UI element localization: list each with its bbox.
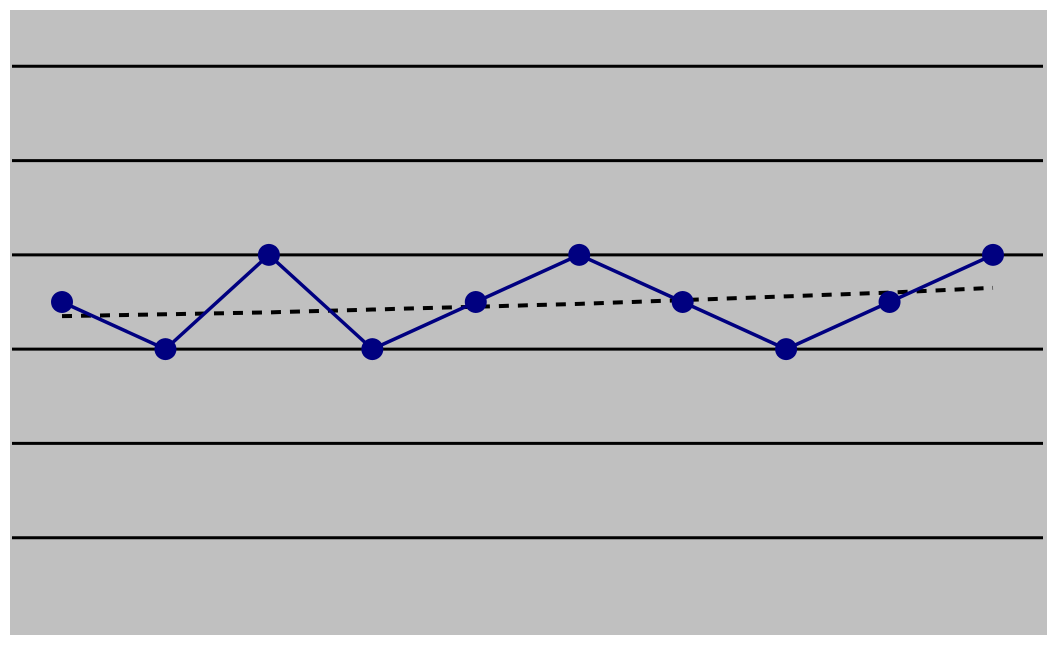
data-point-10 — [982, 243, 1004, 266]
series-layer — [61, 253, 994, 351]
marker-layer — [51, 243, 1004, 361]
series-line — [61, 253, 994, 351]
gridlines — [12, 64, 1043, 540]
data-point-8 — [775, 338, 798, 361]
data-point-1 — [51, 291, 73, 313]
data-point-3 — [257, 243, 280, 266]
data-point-5 — [464, 291, 487, 313]
data-point-6 — [568, 243, 591, 266]
plot-area — [10, 10, 1047, 635]
data-point-9 — [878, 291, 901, 313]
trend-layer — [61, 285, 994, 319]
data-point-7 — [671, 291, 694, 313]
trend-line — [61, 285, 994, 319]
data-point-2 — [154, 338, 177, 361]
data-point-4 — [361, 338, 384, 361]
